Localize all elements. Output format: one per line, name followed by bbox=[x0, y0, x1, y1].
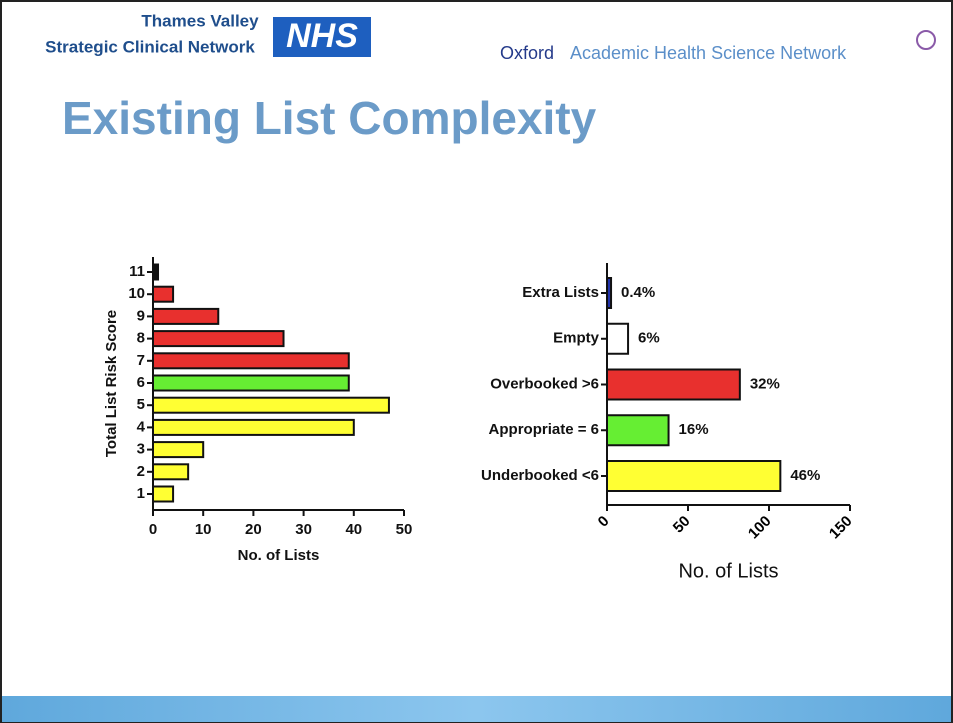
data-label: 32% bbox=[750, 375, 780, 392]
network-line1: Thames Valley bbox=[141, 11, 259, 30]
y-tick-label: Underbooked <6 bbox=[481, 467, 599, 484]
bar bbox=[152, 263, 160, 281]
y-tick-label: 3 bbox=[137, 441, 145, 458]
nhs-logo bbox=[273, 17, 371, 57]
bar bbox=[152, 441, 205, 459]
slide-title: Existing List Complexity bbox=[62, 92, 597, 144]
y-tick-label: 2 bbox=[137, 463, 145, 480]
bar bbox=[152, 463, 190, 481]
bar bbox=[152, 396, 390, 414]
x-axis-label: No. of Lists bbox=[238, 547, 320, 564]
footer-band bbox=[2, 696, 951, 722]
y-tick-label: 10 bbox=[128, 285, 145, 302]
bar bbox=[606, 460, 782, 492]
data-label: 46% bbox=[790, 467, 820, 484]
y-tick-label: 9 bbox=[137, 307, 145, 324]
bar bbox=[606, 322, 630, 355]
x-axis-label: No. of Lists bbox=[678, 560, 778, 582]
network-line2: Strategic Clinical Network bbox=[45, 37, 255, 56]
x-tick-label: 10 bbox=[195, 521, 212, 538]
y-tick-label: Overbooked >6 bbox=[490, 375, 599, 392]
bar bbox=[152, 285, 175, 303]
y-tick-label: 8 bbox=[137, 330, 145, 347]
data-label: 0.4% bbox=[621, 284, 655, 301]
y-tick-label: 11 bbox=[129, 263, 145, 280]
bar bbox=[152, 485, 175, 503]
nhs-text: NHS bbox=[286, 17, 358, 55]
y-tick-label: Empty bbox=[553, 330, 600, 347]
y-tick-label: 1 bbox=[137, 485, 145, 502]
bar bbox=[606, 277, 613, 309]
oxford-text: Oxford bbox=[500, 43, 554, 63]
bar bbox=[606, 368, 741, 401]
y-tick-label: Extra Lists bbox=[522, 284, 599, 301]
y-tick-label: 6 bbox=[137, 374, 145, 391]
bar bbox=[152, 374, 350, 392]
bar bbox=[152, 307, 220, 325]
y-tick-label: Appropriate = 6 bbox=[489, 421, 599, 438]
y-tick-label: 4 bbox=[137, 418, 146, 435]
y-axis-label: Total List Risk Score bbox=[103, 310, 120, 457]
ahsn-text: Academic Health Science Network bbox=[570, 43, 847, 63]
x-tick-label: 40 bbox=[345, 521, 362, 538]
bar bbox=[606, 414, 670, 447]
x-tick-label: 0 bbox=[595, 513, 613, 531]
ahsn-icon bbox=[916, 30, 936, 50]
bar bbox=[152, 418, 355, 436]
data-label: 6% bbox=[638, 330, 660, 347]
x-tick-label: 0 bbox=[149, 521, 157, 538]
x-tick-label: 150 bbox=[826, 513, 856, 543]
x-tick-label: 30 bbox=[295, 521, 312, 538]
bar bbox=[152, 352, 350, 370]
y-tick-label: 5 bbox=[137, 396, 145, 413]
x-tick-label: 50 bbox=[396, 521, 413, 538]
y-tick-label: 7 bbox=[137, 352, 145, 369]
bar bbox=[152, 330, 285, 348]
x-tick-label: 100 bbox=[745, 513, 775, 543]
data-label: 16% bbox=[679, 421, 709, 438]
x-tick-label: 20 bbox=[245, 521, 262, 538]
x-tick-label: 50 bbox=[670, 513, 694, 537]
